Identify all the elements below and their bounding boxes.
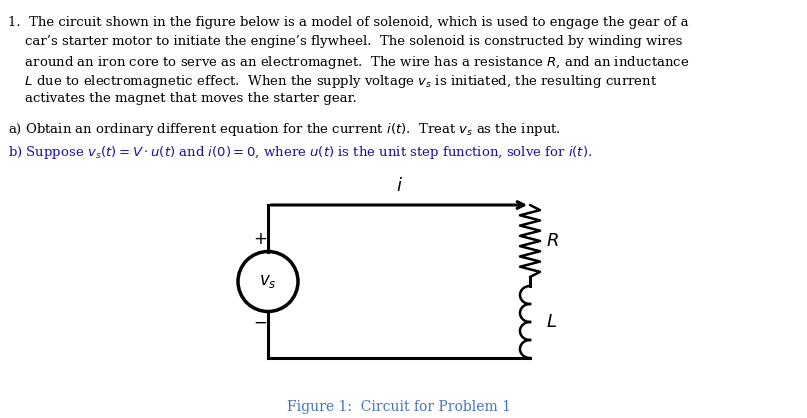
Text: around an iron core to serve as an electromagnet.  The wire has a resistance $R$: around an iron core to serve as an elect…	[8, 54, 689, 71]
Text: activates the magnet that moves the starter gear.: activates the magnet that moves the star…	[8, 92, 357, 105]
Text: Figure 1:  Circuit for Problem 1: Figure 1: Circuit for Problem 1	[287, 400, 511, 414]
Text: $L$ due to electromagnetic effect.  When the supply voltage $v_s$ is initiated, : $L$ due to electromagnetic effect. When …	[8, 73, 658, 90]
Text: +: +	[253, 229, 267, 247]
Text: −: −	[253, 314, 267, 331]
Text: car’s starter motor to initiate the engine’s flywheel.  The solenoid is construc: car’s starter motor to initiate the engi…	[8, 35, 683, 48]
Text: $v_s$: $v_s$	[259, 273, 277, 290]
Text: $i$: $i$	[395, 177, 403, 195]
Text: $R$: $R$	[546, 232, 558, 250]
Text: $L$: $L$	[546, 313, 557, 331]
Text: a) Obtain an ordinary different equation for the current $i(t)$.  Treat $v_s$ as: a) Obtain an ordinary different equation…	[8, 121, 561, 138]
Text: b) Suppose $v_s(t) = V \cdot u(t)$ and $i(0) = 0$, where $u(t)$ is the unit step: b) Suppose $v_s(t) = V \cdot u(t)$ and $…	[8, 144, 592, 161]
Text: 1.  The circuit shown in the figure below is a model of solenoid, which is used : 1. The circuit shown in the figure below…	[8, 16, 688, 29]
